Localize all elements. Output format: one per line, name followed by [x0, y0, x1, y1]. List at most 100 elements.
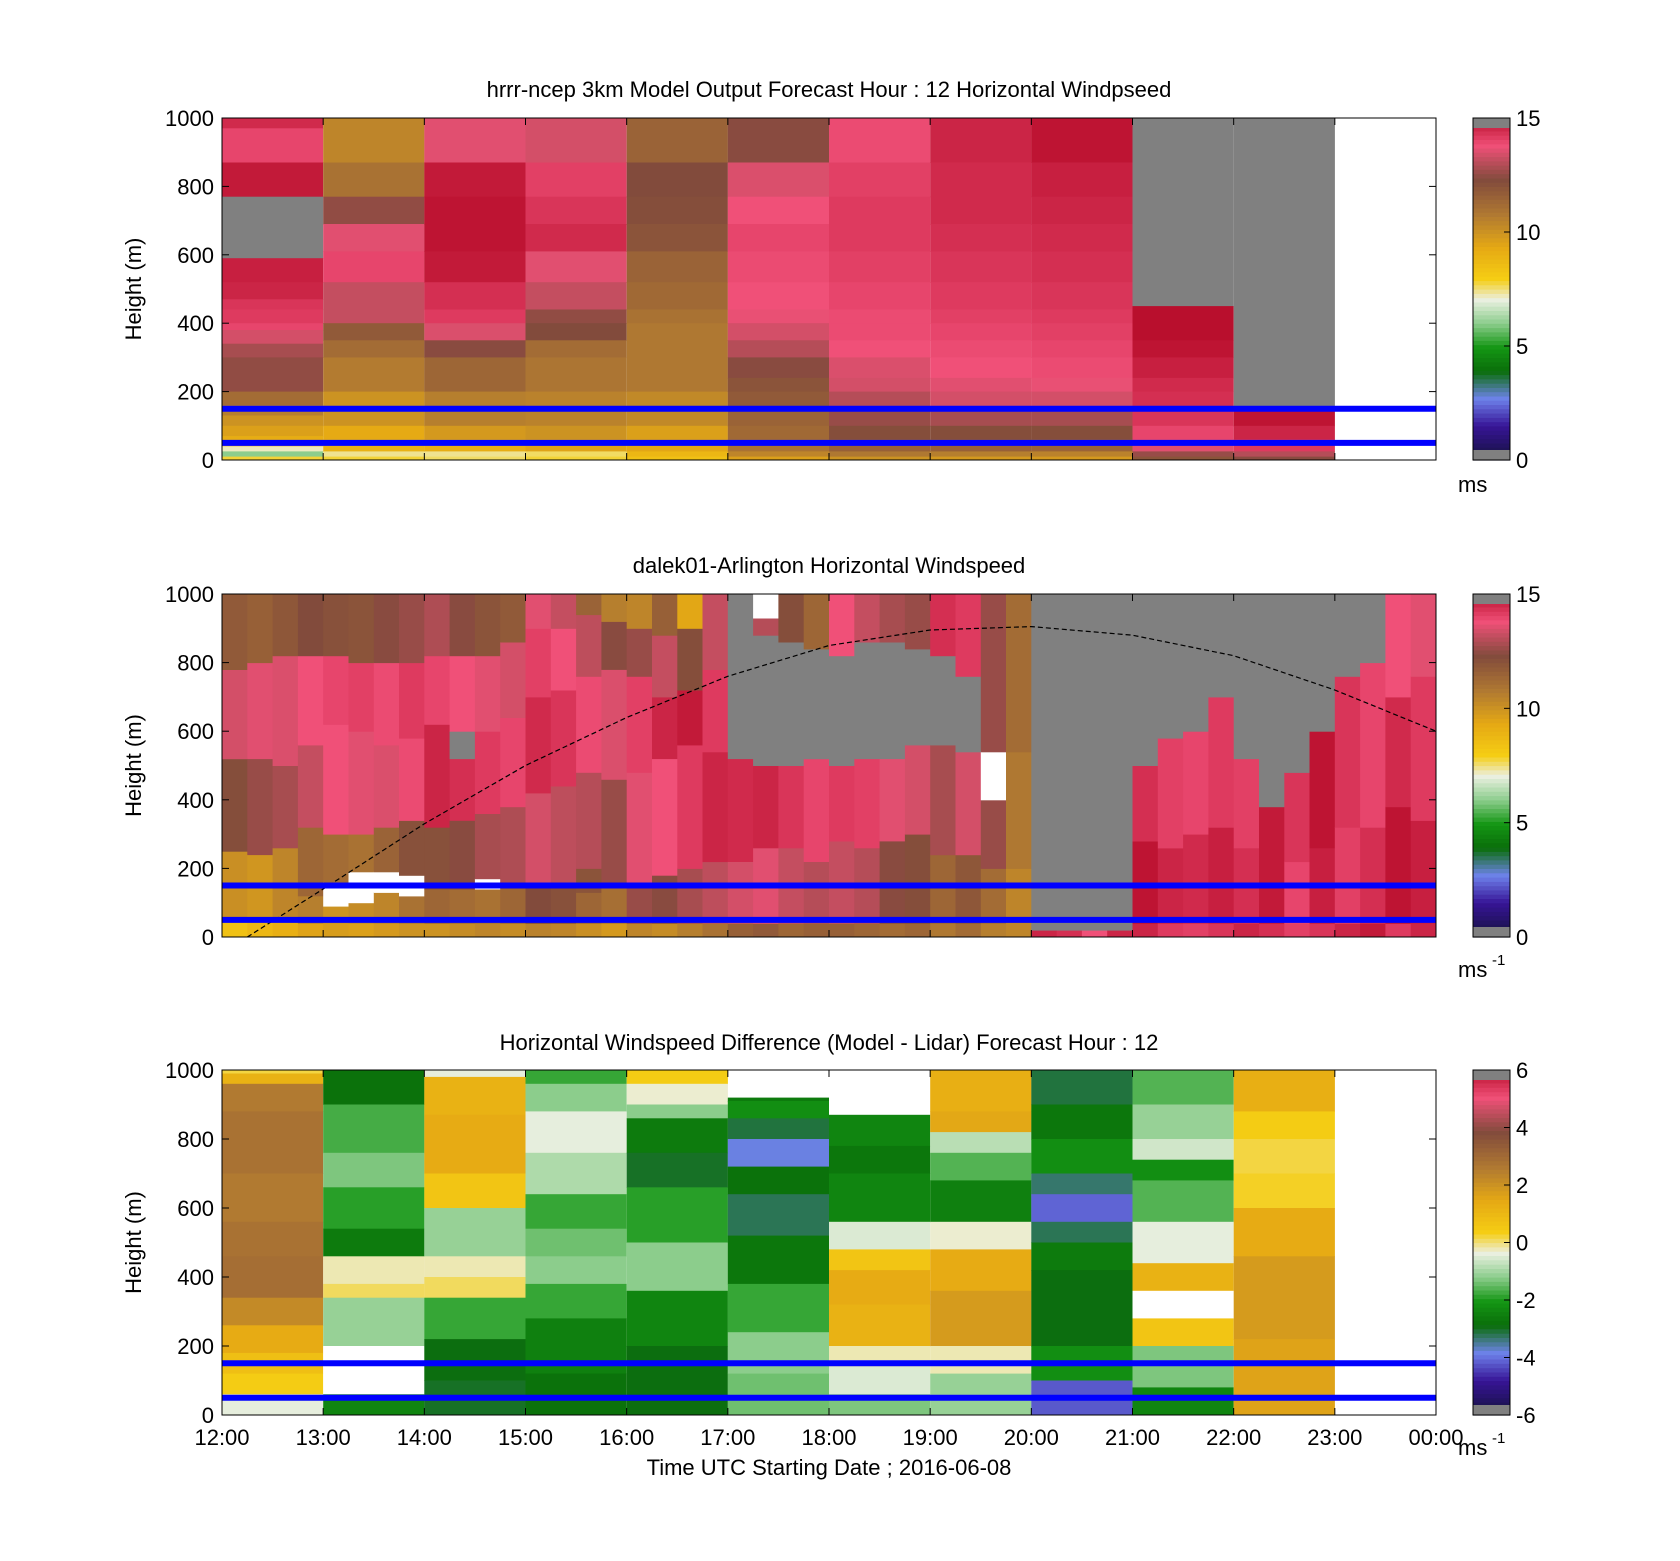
colorbar-swatch [1473, 1268, 1510, 1274]
heatmap-cell [222, 1070, 324, 1074]
colorbar-swatch [1473, 615, 1510, 621]
heatmap-cell [930, 309, 1032, 324]
heatmap-cell [626, 251, 728, 283]
colorbar-swatch [1473, 1104, 1510, 1110]
colorbar-swatch [1473, 1095, 1510, 1101]
colorbar-swatch [1473, 1320, 1510, 1325]
heatmap-cell [677, 690, 704, 746]
heatmap-cell [500, 642, 526, 718]
heatmap-cell [829, 655, 855, 766]
heatmap-cell [955, 751, 982, 856]
colorbar-swatch [1473, 1363, 1510, 1369]
heatmap-cell [727, 456, 829, 461]
y-tick-label: 600 [177, 1196, 214, 1221]
heatmap-cell [930, 1249, 1032, 1292]
heatmap-cell [1233, 118, 1335, 410]
heatmap-cell [474, 813, 501, 880]
colorbar-swatch [1473, 894, 1510, 899]
colorbar-swatch [1473, 1177, 1510, 1183]
heatmap-cell [829, 456, 931, 461]
heatmap-cell [424, 1339, 526, 1381]
colorbar-swatch [1473, 654, 1510, 659]
colorbar-swatch [1473, 177, 1510, 183]
heatmap-cell [626, 1152, 728, 1188]
colorbar-swatch [1473, 336, 1510, 341]
heatmap-cell [1031, 1242, 1133, 1271]
colorbar-swatch [1473, 1402, 1510, 1407]
colorbar-swatch [1473, 1173, 1510, 1179]
x-tick-label: 14:00 [397, 1425, 452, 1450]
heatmap-cell [626, 456, 728, 461]
heatmap-cell [222, 1173, 324, 1223]
colorbar-swatch [1473, 259, 1510, 264]
colorbar-swatch [1473, 1113, 1510, 1118]
heatmap-cell [323, 162, 425, 198]
colorbar-swatch [1473, 357, 1510, 363]
heatmap-cell [1031, 118, 1133, 163]
heatmap-cell [601, 669, 628, 780]
colorbar-swatch [1473, 254, 1510, 260]
colorbar-swatch [1473, 907, 1510, 912]
y-tick-label: 800 [177, 174, 214, 199]
y-tick-label: 400 [177, 311, 214, 336]
colorbar-swatch [1473, 834, 1510, 839]
colorbar-swatch [1473, 1216, 1510, 1222]
heatmap-cell [727, 282, 829, 311]
heatmap-cell [222, 1073, 324, 1085]
heatmap-cell [1031, 377, 1133, 393]
heatmap-cell [1233, 456, 1335, 461]
colorbar-swatch [1473, 765, 1510, 771]
heatmap-cell [424, 323, 526, 341]
heatmap-cell [525, 1373, 627, 1416]
heatmap-cell [323, 425, 425, 440]
heatmap-cell [930, 391, 1032, 410]
colorbar-swatch [1473, 233, 1510, 239]
colorbar-swatch [1473, 1190, 1510, 1196]
colorbar-tick-label: 0 [1516, 925, 1528, 950]
colorbar-swatch [1473, 374, 1510, 380]
colorbar-swatch [1473, 293, 1510, 299]
colorbar-unit-exponent: -1 [1492, 952, 1505, 969]
heatmap-cell [601, 594, 628, 622]
colorbar-swatch [1473, 649, 1510, 655]
heatmap-cell [652, 758, 678, 876]
colorbar-swatch [1473, 207, 1510, 213]
heatmap-cell [525, 323, 627, 341]
heatmap-cell [525, 1083, 627, 1112]
heatmap-cell [222, 425, 324, 437]
heatmap-cell [424, 1114, 526, 1174]
heatmap-cell [1132, 1263, 1234, 1292]
heatmap-cell [323, 655, 349, 725]
colorbar-swatch [1473, 1251, 1510, 1256]
dashed-curve [246, 625, 1437, 938]
heatmap-cell [930, 1221, 1032, 1250]
colorbar-swatch [1473, 1229, 1510, 1235]
heatmap-cell [323, 1283, 425, 1299]
colorbar-swatch [1473, 417, 1510, 423]
colorbar-swatch [1473, 1367, 1510, 1373]
heatmap-cell [727, 1373, 829, 1416]
colorbar: 0 5 10 15 ms -1 [1458, 582, 1540, 982]
heatmap-cell [323, 1228, 425, 1257]
heatmap-cell [626, 1118, 728, 1154]
heatmap-cell [727, 1101, 829, 1119]
heatmap-cell [626, 340, 728, 393]
heatmap-cell [626, 425, 728, 440]
colorbar-swatch [1473, 1315, 1510, 1321]
heatmap-cell [727, 1283, 829, 1333]
colorbar-swatch [1473, 778, 1510, 784]
heatmap-cell [1284, 594, 1311, 773]
y-tick-label: 200 [177, 856, 214, 881]
heatmap-cell [525, 1283, 627, 1319]
y-tick-label: 600 [177, 243, 214, 268]
heatmap-cell [424, 1070, 526, 1078]
heatmap-cell [778, 642, 805, 766]
colorbar-swatch [1473, 353, 1510, 358]
heatmap-cell [1284, 772, 1311, 863]
y-tick-label: 0 [202, 1403, 214, 1428]
colorbar-swatch [1473, 434, 1510, 440]
heatmap-cell [323, 724, 349, 835]
heatmap-cell [424, 923, 451, 938]
colorbar-swatch [1473, 636, 1510, 642]
